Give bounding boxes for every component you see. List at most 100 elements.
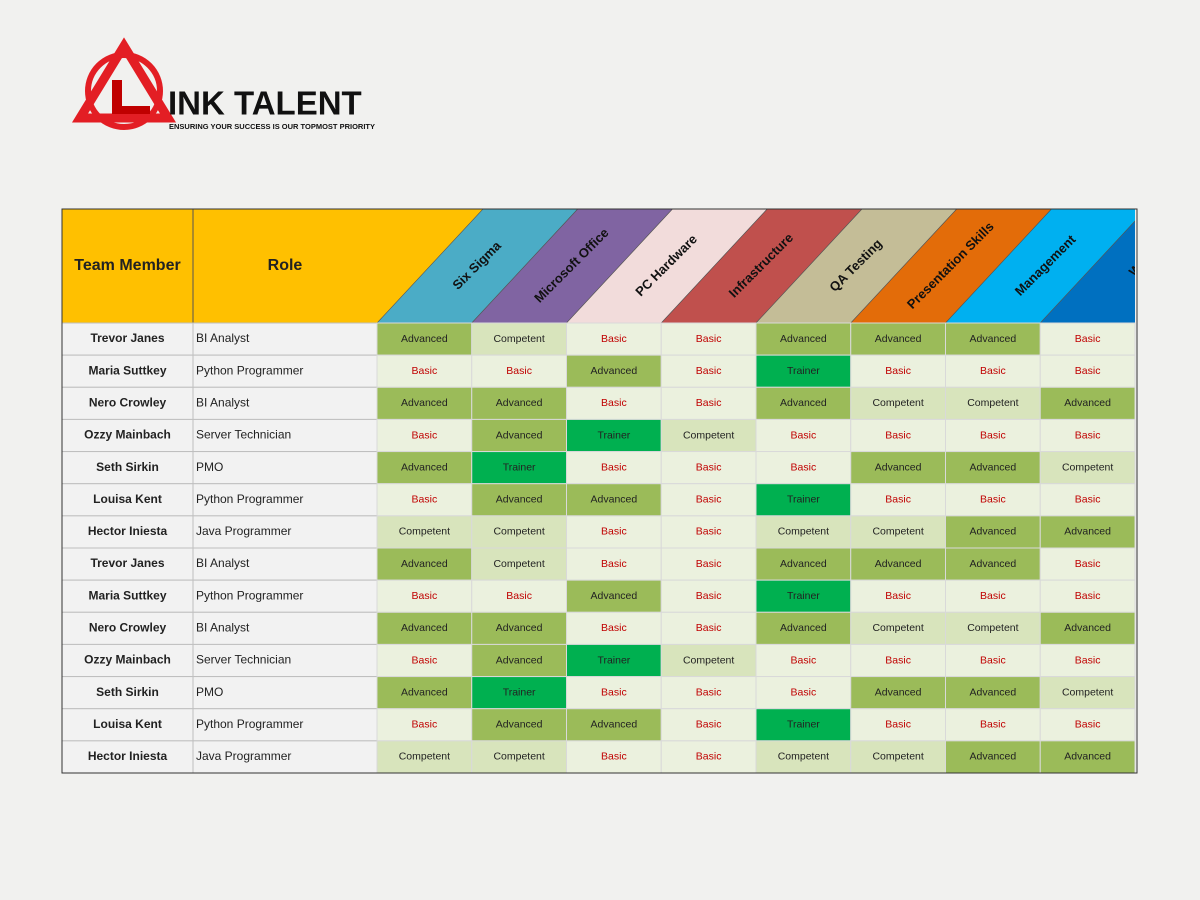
skill-level: Basic	[601, 526, 627, 538]
skill-level: Basic	[601, 397, 627, 409]
skill-level: Advanced	[970, 526, 1017, 538]
brand-tagline: ENSURING YOUR SUCCESS IS OUR TOPMOST PRI…	[169, 122, 375, 131]
skill-level: Advanced	[1064, 397, 1111, 409]
member-name: Nero Crowley	[89, 396, 167, 410]
skill-cell	[945, 643, 1041, 678]
skill-level: Basic	[885, 719, 911, 731]
skill-cell	[376, 740, 473, 774]
skill-level: Trainer	[597, 654, 630, 666]
skill-level: Competent	[1062, 461, 1113, 473]
skill-stripe	[376, 209, 579, 323]
skill-level: Competent	[967, 397, 1018, 409]
skill-level: Advanced	[970, 751, 1017, 763]
skill-cell	[566, 579, 662, 613]
skill-cell	[660, 322, 757, 356]
skill-level: Advanced	[591, 719, 638, 731]
skill-cell	[850, 386, 946, 420]
skill-level: Basic	[980, 590, 1006, 602]
skill-cell	[660, 708, 757, 742]
skill-cell	[850, 740, 946, 774]
table-row: Ozzy Mainbach Server Technician Basic Advan…	[61, 418, 1136, 453]
skill-level: Advanced	[591, 590, 638, 602]
member-name: Ozzy Mainbach	[84, 428, 171, 442]
skill-level: Advanced	[591, 494, 638, 506]
skill-level: Competent	[872, 526, 923, 538]
skill-level: Advanced	[496, 622, 543, 634]
skill-stripe	[566, 209, 768, 323]
skill-level: Basic	[601, 751, 627, 763]
member-name: Louisa Kent	[93, 717, 162, 731]
skill-level: Advanced	[401, 622, 448, 634]
skill-level: Basic	[885, 654, 911, 666]
skill-level: Basic	[412, 429, 438, 441]
skill-level: Competent	[493, 333, 544, 345]
skill-level: Advanced	[780, 558, 827, 570]
table-row: Maria Suttkey Python Programmer Basic Basic…	[61, 354, 1136, 388]
skill-cell	[945, 451, 1041, 485]
member-name: Hector Iniesta	[88, 749, 168, 763]
skill-level: Basic	[412, 494, 438, 506]
skill-cell	[1039, 483, 1136, 517]
skill-level: Advanced	[970, 686, 1017, 698]
skill-cell	[376, 483, 473, 517]
skill-level: Basic	[696, 526, 722, 538]
skill-level: Basic	[696, 686, 722, 698]
skill-cell	[471, 418, 567, 453]
skill-cell	[660, 547, 757, 581]
skill-level: Advanced	[875, 686, 922, 698]
skill-level: Competent	[399, 526, 450, 538]
member-name: Maria Suttkey	[88, 588, 166, 602]
role-cell	[192, 547, 378, 581]
skill-level: Advanced	[401, 461, 448, 473]
skill-level: Trainer	[787, 494, 820, 506]
skill-stripe	[1039, 220, 1135, 323]
skill-level: Advanced	[401, 686, 448, 698]
skill-level: Basic	[980, 719, 1006, 731]
role-cell	[192, 643, 378, 678]
member-role: Java Programmer	[196, 524, 291, 538]
skill-level: Basic	[412, 590, 438, 602]
skill-cell	[471, 354, 567, 388]
skill-level: Advanced	[401, 333, 448, 345]
skills-table: Team Member Role Six Sigma Microsoft Office…	[61, 208, 1155, 774]
skill-cell	[1039, 676, 1136, 710]
skill-level: Advanced	[780, 622, 827, 634]
skill-level: Basic	[696, 494, 722, 506]
skill-cell	[566, 611, 662, 645]
table-row: Seth Sirkin PMO Advanced Trainer Basic Basic B…	[61, 676, 1136, 710]
member-role: Python Programmer	[196, 492, 303, 506]
member-name: Trevor Janes	[90, 331, 164, 345]
skill-cell	[566, 451, 662, 485]
skill-cell	[376, 386, 473, 420]
skill-cell	[376, 643, 473, 678]
table-row: Maria Suttkey Python Programmer Basic Basic…	[61, 579, 1136, 613]
member-name: Hector Iniesta	[88, 524, 168, 538]
skill-level: Advanced	[591, 365, 638, 377]
skill-level: Competent	[683, 654, 734, 666]
skill-cell	[1039, 515, 1136, 549]
skill-cell	[566, 740, 662, 774]
skill-cell	[755, 579, 852, 613]
skill-level: Advanced	[970, 461, 1017, 473]
skill-cell	[755, 611, 852, 645]
table-border	[61, 208, 1138, 774]
column-header: Writ	[1126, 251, 1155, 280]
skill-level: Basic	[885, 365, 911, 377]
skill-level: Basic	[791, 654, 817, 666]
skill-level: Basic	[506, 365, 532, 377]
skill-cell	[850, 643, 946, 678]
skill-level: Competent	[872, 397, 923, 409]
skill-level: Competent	[872, 622, 923, 634]
skill-level: Trainer	[787, 719, 820, 731]
skill-level: Competent	[493, 558, 544, 570]
skill-cell	[660, 740, 757, 774]
table-row: Trevor Janes BI Analyst Advanced Competent B…	[61, 322, 1136, 356]
member-role: Server Technician	[196, 653, 291, 667]
skill-level: Advanced	[780, 397, 827, 409]
skill-level: Advanced	[1064, 526, 1111, 538]
name-cell	[61, 322, 194, 356]
skill-cell	[660, 418, 757, 453]
skill-cell	[850, 708, 946, 742]
